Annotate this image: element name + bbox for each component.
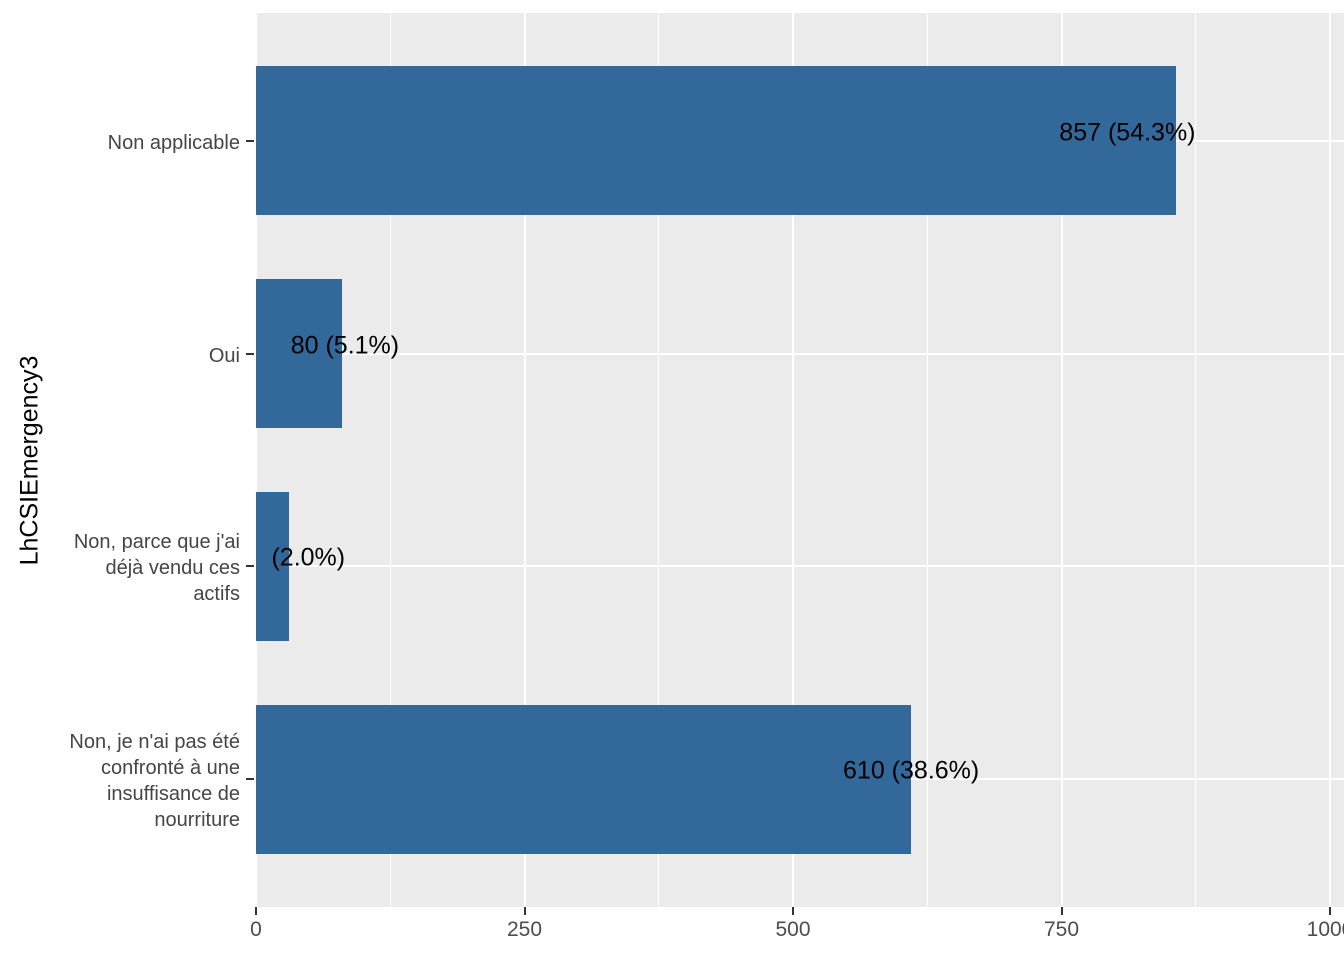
y-category-label-line: actifs [193, 583, 240, 606]
y-category-label: Non applicable [108, 130, 240, 156]
x-tick-label: 0 [250, 918, 262, 941]
y-category-label-line: insuffisance de [106, 783, 240, 806]
x-tick-label: 1000 [1306, 918, 1344, 941]
x-tick-label: 500 [775, 918, 811, 941]
gridline-major [256, 565, 1344, 568]
bar-value-label: (2.0%) [271, 543, 346, 572]
y-category-label-line: Non, je n'ai pas été [69, 731, 240, 754]
y-category-label: Non, je n'ai pas été confronté à une insuf… [69, 729, 240, 833]
y-category-label-line: Oui [208, 344, 240, 367]
bar [256, 279, 342, 429]
y-category-label: Oui [209, 343, 240, 369]
y-axis-tick [246, 139, 254, 142]
gridline-major [256, 352, 1344, 355]
x-axis-tick [1329, 907, 1331, 915]
y-category-label-line: Non applicable [107, 131, 240, 154]
gridline-major [256, 13, 257, 907]
x-axis-tick [792, 907, 794, 915]
y-category-label-line: confronté à une [101, 757, 240, 780]
gridline-minor [389, 13, 391, 907]
gridline-minor [926, 13, 928, 907]
y-category-label-line: déjà vendu ces [105, 557, 240, 580]
x-axis-tick [523, 907, 526, 915]
bar [256, 66, 1177, 216]
y-category-label-line: Non, parce que j'ai [73, 531, 240, 554]
y-axis-tick [246, 352, 254, 355]
gridline-major [1060, 13, 1063, 907]
bar-value-label: 80 (5.1%) [290, 331, 400, 360]
gridline-minor [658, 13, 660, 907]
y-axis-title: LhCSIEmergency3 [15, 355, 44, 565]
bar [256, 491, 290, 641]
bar-value-label: 857 (54.3%) [1059, 118, 1196, 147]
y-category-label: Non, parce que j'ai déjà vendu ces actifs [74, 529, 240, 607]
y-axis-tick [246, 778, 254, 781]
gridline-major [523, 13, 526, 907]
y-category-label-line: nourriture [154, 809, 240, 832]
gridline-minor [1195, 13, 1197, 907]
bar-value-label: 610 (38.6%) [843, 756, 980, 785]
bar [256, 704, 912, 854]
x-axis-tick [255, 907, 257, 915]
y-axis-tick [246, 565, 254, 568]
gridline-major [1329, 13, 1331, 907]
x-tick-label: 250 [506, 918, 543, 941]
x-axis-tick [1060, 907, 1063, 915]
x-tick-label: 750 [1043, 918, 1080, 941]
gridline-major [792, 13, 794, 907]
plot-panel: 857 (54.3%) 80 (5.1%) (2.0%) 610 (38.6%) [256, 13, 1344, 907]
